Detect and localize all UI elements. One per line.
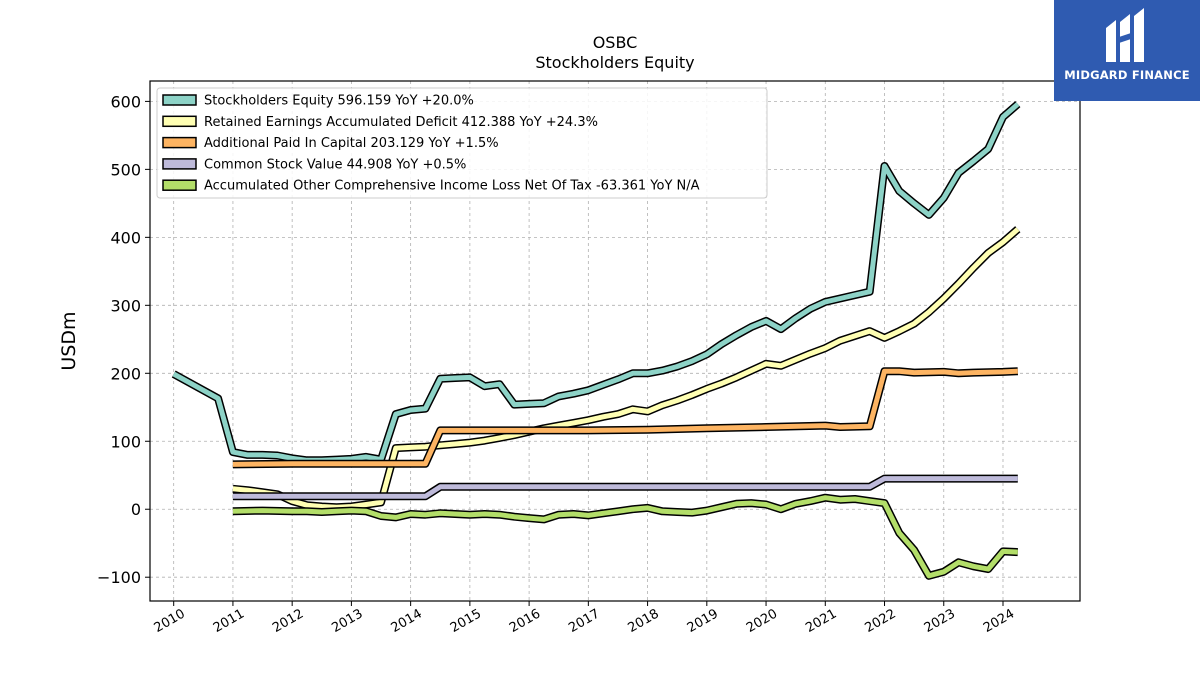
series-line-4	[232, 495, 1018, 579]
midgard-logo-icon	[1106, 8, 1144, 62]
x-tick-label: 2022	[862, 606, 898, 636]
x-tick-label: 2023	[922, 606, 958, 636]
series-line-2	[232, 368, 1018, 467]
x-tick-label: 2018	[626, 606, 662, 636]
y-tick-label: 100	[110, 432, 141, 451]
legend-entry: Accumulated Other Comprehensive Income L…	[204, 179, 700, 194]
legend-swatch	[162, 179, 197, 191]
y-tick-label: −100	[97, 568, 141, 587]
x-tick-label: 2013	[329, 606, 365, 636]
legend-swatch	[162, 158, 197, 170]
series-line-3	[232, 476, 1018, 499]
x-tick-label: 2010	[152, 606, 188, 636]
y-tick-label: 200	[110, 364, 141, 383]
x-tick-label: 2020	[744, 606, 780, 636]
series-line-1	[232, 227, 1020, 510]
y-tick-label: 0	[131, 500, 141, 519]
chart-subtitle: Stockholders Equity	[535, 53, 694, 72]
brand-logo: MIDGARD FINANCE	[1054, 0, 1200, 101]
y-tick-label: 400	[110, 228, 141, 247]
y-tick-label: 500	[110, 160, 141, 179]
legend-entry: Common Stock Value 44.908 YoY +0.5%	[204, 157, 466, 172]
x-tick-label: 2021	[803, 606, 839, 636]
x-tick-label: 2012	[270, 606, 306, 636]
legend-entry: Additional Paid In Capital 203.129 YoY +…	[204, 136, 499, 151]
series-line-0	[172, 102, 1020, 463]
plot-frame	[149, 80, 1081, 602]
legend: Stockholders Equity 596.159 YoY +20.0% Re…	[156, 87, 768, 199]
legend-entry: Stockholders Equity 596.159 YoY +20.0%	[204, 94, 474, 109]
chart-title: OSBC	[593, 33, 638, 52]
y-tick-label: 600	[110, 92, 141, 111]
x-tick-label: 2016	[507, 606, 543, 636]
series-line-outline-2	[232, 367, 1018, 469]
x-tick-label: 2011	[211, 606, 247, 636]
legend-swatch	[162, 136, 197, 149]
legend-swatch	[162, 115, 197, 128]
x-tick-label: 2015	[448, 606, 484, 636]
y-tick-label: 300	[110, 296, 141, 315]
x-tick-label: 2014	[389, 606, 425, 636]
x-tick-label: 2017	[566, 606, 602, 636]
legend-swatch	[162, 94, 197, 106]
legend-entry: Retained Earnings Accumulated Deficit 41…	[204, 115, 598, 130]
x-tick-label: 2019	[685, 606, 721, 636]
legend-box	[156, 87, 768, 199]
brand-name: MIDGARD FINANCE	[1064, 68, 1190, 82]
y-axis-label: USDm	[58, 311, 80, 370]
x-tick-label: 2024	[981, 606, 1017, 636]
series-lines	[171, 101, 1021, 580]
